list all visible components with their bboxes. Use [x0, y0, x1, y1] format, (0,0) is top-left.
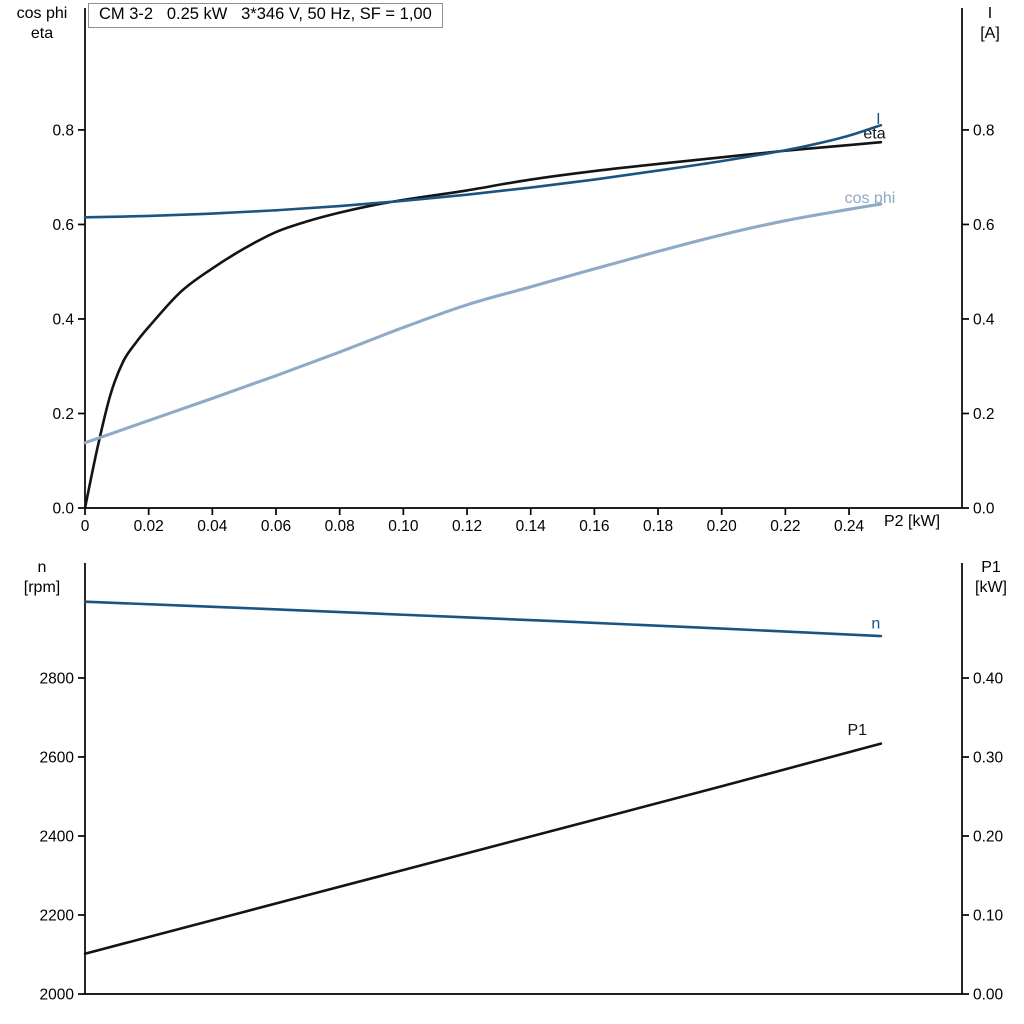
svg-text:0.20: 0.20 — [707, 518, 738, 535]
svg-text:0.2: 0.2 — [52, 406, 74, 423]
svg-text:2200: 2200 — [40, 907, 75, 924]
svg-text:0.08: 0.08 — [325, 518, 355, 535]
svg-text:0.0: 0.0 — [973, 501, 995, 518]
speed-axis-label: n — [37, 559, 47, 576]
svg-text:0.22: 0.22 — [770, 518, 800, 535]
current-curve — [83, 123, 883, 219]
svg-text:0.16: 0.16 — [579, 518, 609, 535]
x-axis-label: P2 [kW] — [884, 513, 941, 530]
speed-curve — [83, 600, 883, 638]
cos-phi-curve-label: cos phi — [845, 190, 896, 207]
svg-text:0.00: 0.00 — [973, 987, 1004, 1004]
svg-text:0.4: 0.4 — [973, 311, 995, 328]
svg-text:0.14: 0.14 — [516, 518, 547, 535]
svg-text:0: 0 — [81, 518, 90, 535]
right-axis-label-bottom-chart: P1 [kW] — [962, 558, 1020, 598]
current-unit-label: [A] — [980, 25, 1000, 42]
motor-electrical-chart: 0.0 0.2 0.4 0.6 0.8 0.0 0.2 0.4 0.6 0.8 0 0.02 0.04 0… — [52, 8, 995, 535]
svg-text:0.6: 0.6 — [973, 217, 995, 234]
svg-text:2800: 2800 — [40, 670, 75, 687]
svg-text:0.04: 0.04 — [197, 518, 228, 535]
svg-text:2600: 2600 — [40, 749, 75, 766]
svg-text:0.12: 0.12 — [452, 518, 482, 535]
p1-unit-label: [kW] — [975, 579, 1007, 596]
svg-text:0.6: 0.6 — [52, 217, 74, 234]
svg-text:0.40: 0.40 — [973, 671, 1004, 688]
cos-phi-curve — [83, 202, 883, 445]
left-axis-label-bottom-chart: n [rpm] — [2, 558, 82, 598]
svg-text:0.20: 0.20 — [973, 829, 1004, 846]
p1-curve — [83, 742, 883, 956]
speed-unit-label: [rpm] — [23, 579, 61, 596]
svg-text:0.4: 0.4 — [52, 311, 74, 328]
eta-curve — [83, 140, 883, 510]
p1-axis-label: P1 — [981, 559, 1001, 576]
svg-text:0.30: 0.30 — [973, 750, 1004, 767]
chart-title: CM 3-2 0.25 kW 3*346 V, 50 Hz, SF = 1,00 — [88, 3, 443, 28]
right-axis-label-top-chart: I [A] — [962, 4, 1018, 44]
svg-text:0.8: 0.8 — [973, 122, 995, 139]
tick-marks-and-labels: 2000 2200 2400 2600 2800 0.00 0.10 0.20 0.30 0.40 — [40, 670, 1004, 1003]
svg-text:0.0: 0.0 — [52, 501, 74, 518]
svg-text:0.02: 0.02 — [134, 518, 164, 535]
speed-curve-label: n — [871, 616, 880, 633]
svg-text:0.10: 0.10 — [973, 908, 1004, 925]
axis-frame — [84, 8, 963, 509]
eta-axis-label: eta — [30, 25, 54, 42]
svg-text:2400: 2400 — [40, 828, 75, 845]
svg-text:0.8: 0.8 — [52, 122, 74, 139]
axis-frame — [84, 563, 963, 995]
tick-marks-and-labels: 0.0 0.2 0.4 0.6 0.8 0.0 0.2 0.4 0.6 0.8 0 0.02 0.04 0… — [52, 122, 994, 535]
svg-text:2000: 2000 — [40, 987, 75, 1004]
current-axis-label: I — [987, 5, 993, 22]
svg-text:0.06: 0.06 — [261, 518, 291, 535]
svg-text:0.18: 0.18 — [643, 518, 673, 535]
motor-mechanical-chart: 2000 2200 2400 2600 2800 0.00 0.10 0.20 0.30 0.40… — [40, 563, 1004, 1004]
p1-curve-label: P1 — [847, 722, 867, 739]
cos-phi-axis-label: cos phi — [16, 5, 68, 22]
left-axis-label-top-chart: cos phi eta — [2, 4, 82, 44]
current-curve-label: I — [876, 111, 880, 128]
svg-text:0.24: 0.24 — [834, 518, 865, 535]
svg-text:0.2: 0.2 — [973, 406, 995, 423]
svg-text:0.10: 0.10 — [388, 518, 419, 535]
